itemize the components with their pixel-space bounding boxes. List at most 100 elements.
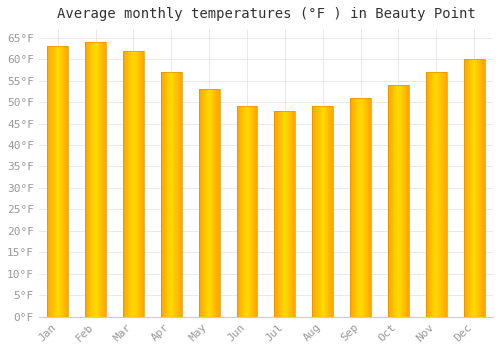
Bar — [125, 50, 126, 317]
Bar — [60, 46, 61, 317]
Bar — [50, 46, 51, 317]
Bar — [408, 85, 409, 317]
Bar — [352, 98, 354, 317]
Bar — [244, 106, 245, 317]
Bar — [475, 59, 476, 317]
Bar — [362, 98, 364, 317]
Bar — [242, 106, 243, 317]
Bar — [130, 50, 132, 317]
Bar — [476, 59, 478, 317]
Bar — [327, 106, 328, 317]
Bar — [251, 106, 252, 317]
Bar — [320, 106, 322, 317]
Bar — [174, 72, 176, 317]
Bar — [209, 89, 210, 317]
Bar — [466, 59, 467, 317]
Bar — [247, 106, 248, 317]
Bar — [312, 106, 314, 317]
Bar — [331, 106, 332, 317]
Bar — [62, 46, 63, 317]
Bar — [440, 72, 442, 317]
Bar — [123, 50, 124, 317]
Bar — [143, 50, 144, 317]
Bar — [214, 89, 216, 317]
Bar — [435, 72, 436, 317]
Bar — [61, 46, 62, 317]
Bar — [246, 106, 247, 317]
Bar — [396, 85, 398, 317]
Bar — [329, 106, 330, 317]
Bar — [370, 98, 371, 317]
Bar — [367, 98, 368, 317]
Bar — [470, 59, 471, 317]
Bar — [388, 85, 389, 317]
Bar — [92, 42, 94, 317]
Bar — [248, 106, 249, 317]
Bar — [434, 72, 435, 317]
Bar — [132, 50, 134, 317]
Bar — [252, 106, 253, 317]
Bar — [200, 89, 201, 317]
Bar — [48, 46, 68, 317]
Bar — [86, 42, 88, 317]
Bar — [330, 106, 331, 317]
Bar — [427, 72, 428, 317]
Bar — [464, 59, 465, 317]
Bar — [465, 59, 466, 317]
Bar — [350, 98, 371, 317]
Bar — [256, 106, 258, 317]
Bar — [134, 50, 136, 317]
Bar — [278, 111, 280, 317]
Bar — [238, 106, 240, 317]
Bar — [103, 42, 104, 317]
Bar — [64, 46, 65, 317]
Bar — [284, 111, 285, 317]
Bar — [102, 42, 103, 317]
Bar — [245, 106, 246, 317]
Bar — [203, 89, 204, 317]
Bar — [394, 85, 396, 317]
Bar — [282, 111, 283, 317]
Bar — [426, 72, 446, 317]
Bar — [66, 46, 67, 317]
Bar — [285, 111, 286, 317]
Bar — [368, 98, 369, 317]
Bar — [240, 106, 241, 317]
Bar — [328, 106, 329, 317]
Bar — [292, 111, 293, 317]
Title: Average monthly temperatures (°F ) in Beauty Point: Average monthly temperatures (°F ) in Be… — [56, 7, 476, 21]
Bar — [249, 106, 250, 317]
Bar — [369, 98, 370, 317]
Bar — [100, 42, 101, 317]
Bar — [59, 46, 60, 317]
Bar — [218, 89, 220, 317]
Bar — [254, 106, 256, 317]
Bar — [85, 42, 106, 317]
Bar — [127, 50, 128, 317]
Bar — [364, 98, 366, 317]
Bar — [356, 98, 358, 317]
Bar — [469, 59, 470, 317]
Bar — [283, 111, 284, 317]
Bar — [202, 89, 203, 317]
Bar — [58, 46, 59, 317]
Bar — [393, 85, 394, 317]
Bar — [389, 85, 390, 317]
Bar — [216, 89, 218, 317]
Bar — [480, 59, 482, 317]
Bar — [206, 89, 207, 317]
Bar — [442, 72, 444, 317]
Bar — [388, 85, 409, 317]
Bar — [65, 46, 66, 317]
Bar — [201, 89, 202, 317]
Bar — [161, 72, 182, 317]
Bar — [482, 59, 484, 317]
Bar — [350, 98, 351, 317]
Bar — [98, 42, 100, 317]
Bar — [67, 46, 68, 317]
Bar — [204, 89, 205, 317]
Bar — [176, 72, 178, 317]
Bar — [172, 72, 174, 317]
Bar — [436, 72, 438, 317]
Bar — [392, 85, 393, 317]
